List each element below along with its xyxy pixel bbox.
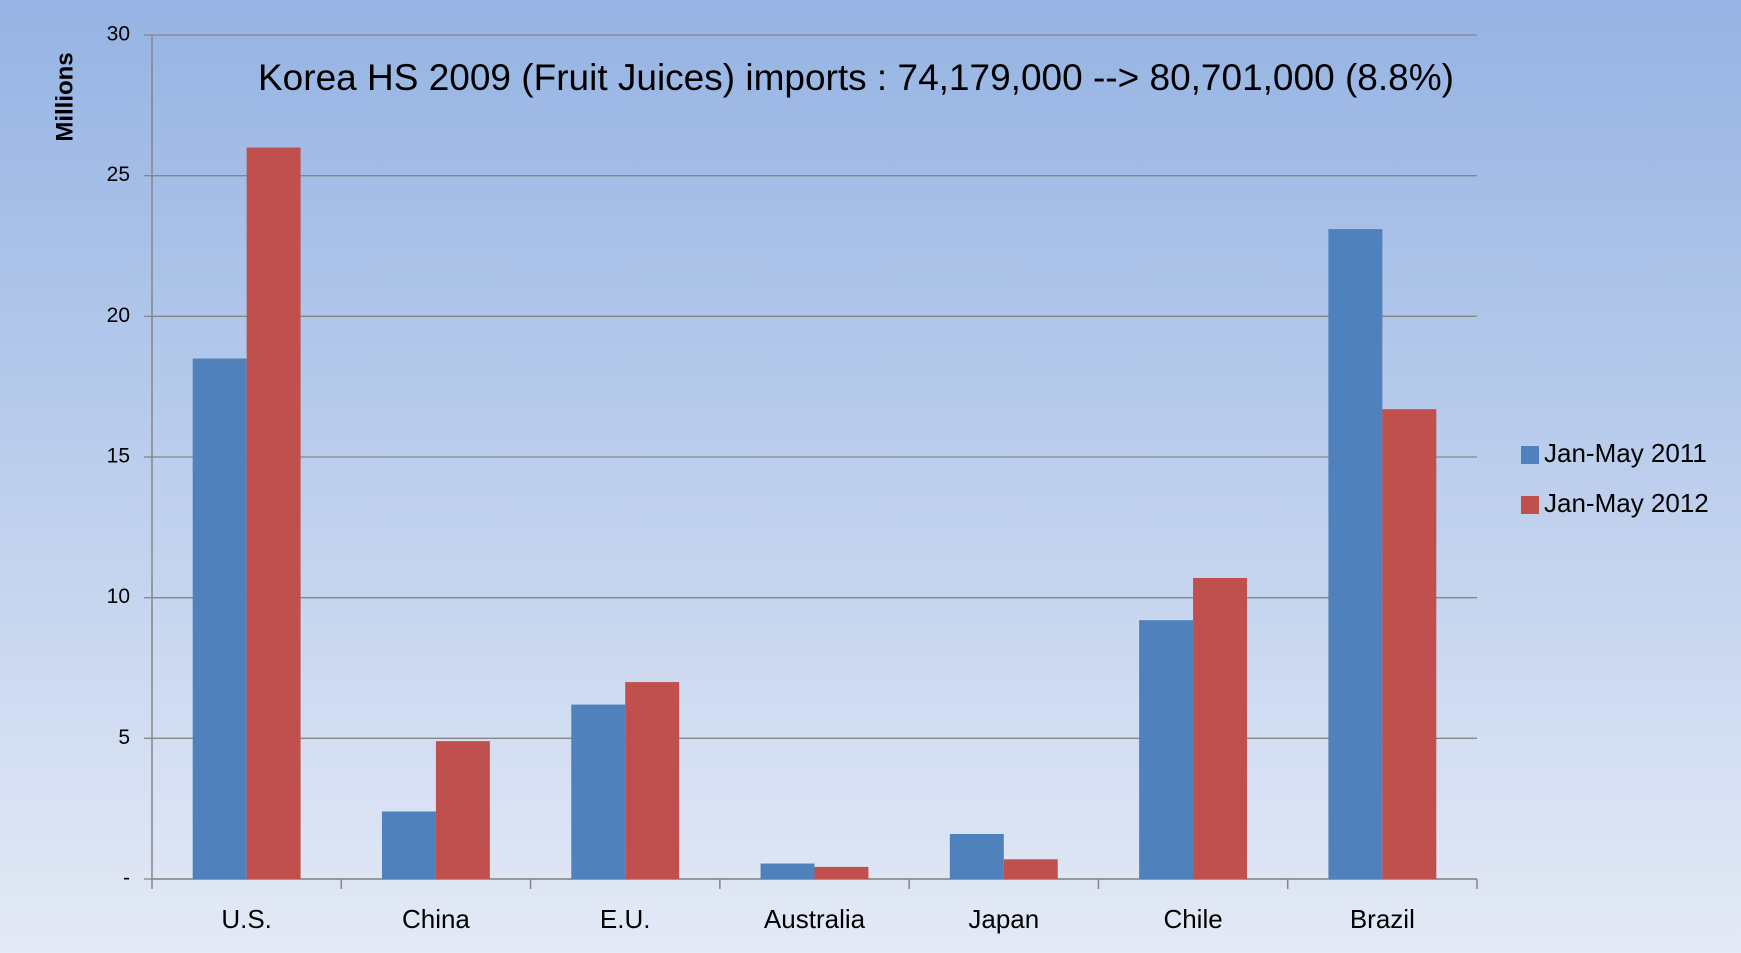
bar [246,147,301,880]
bar [192,358,247,879]
chart-title: Korea HS 2009 (Fruit Juices) imports : 7… [258,57,1454,98]
y-tick-label: 25 [107,163,130,186]
bar [1139,620,1194,879]
bar [625,682,680,879]
bar [814,866,869,879]
x-tick-label: U.S. [221,904,272,934]
bar [1328,229,1383,879]
y-tick-label: 20 [107,304,130,327]
bar [949,833,1004,879]
bar [571,704,626,879]
x-tick-label: Australia [764,904,866,934]
x-tick-label: Chile [1163,904,1222,934]
legend-swatch [1521,446,1539,464]
y-tick-label: 15 [107,445,130,468]
legend-swatch [1521,496,1539,514]
x-tick-label: Japan [968,904,1039,934]
y-tick-label: 30 [107,23,130,46]
legend-label: Jan-May 2011 [1544,438,1707,468]
x-tick-label: China [402,904,470,934]
bar [760,863,815,879]
bar [1003,859,1058,879]
y-tick-label: 5 [118,726,130,749]
x-tick-label: Brazil [1350,904,1415,934]
x-tick-label: E.U. [600,904,651,934]
y-axis-label: Millions [51,52,78,141]
bar [435,741,490,879]
y-tick-label: - [123,867,130,890]
bar [1382,409,1437,879]
y-tick-label: 10 [107,585,130,608]
legend-label: Jan-May 2012 [1544,488,1709,518]
bar [1193,577,1248,879]
bar [381,811,436,879]
